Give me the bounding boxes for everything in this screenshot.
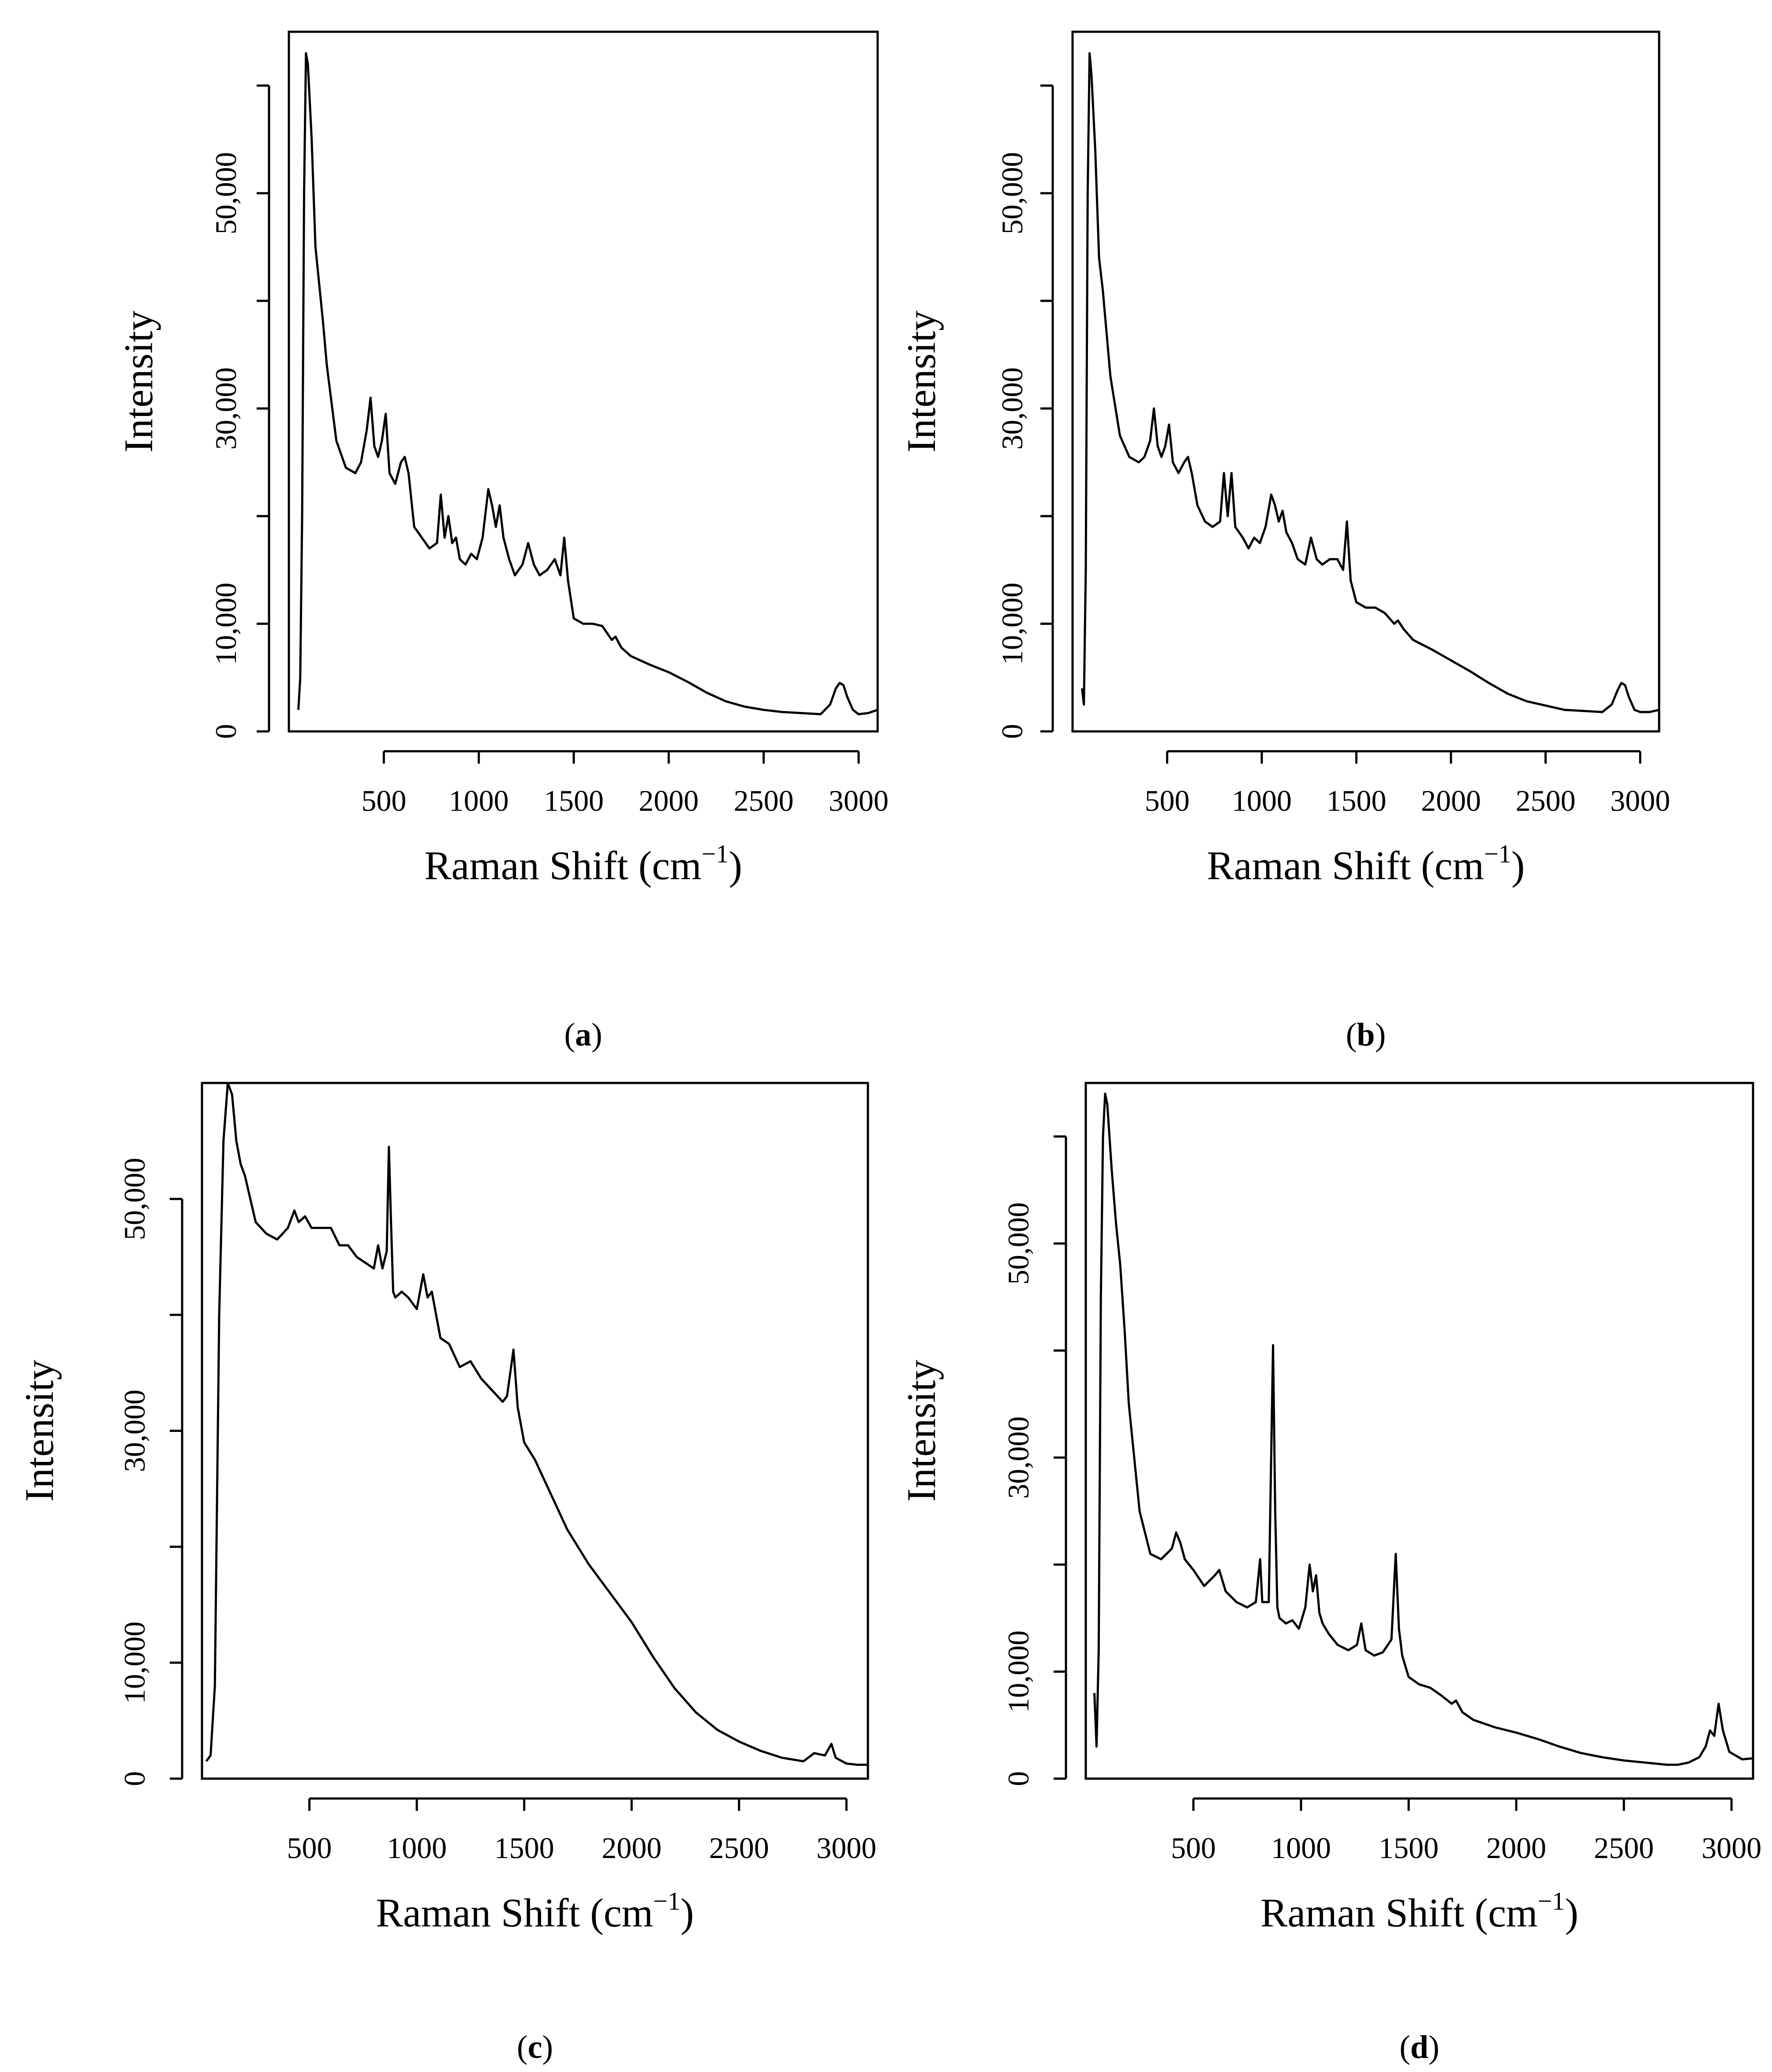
- y-axis-title: Intensity: [899, 1360, 944, 1502]
- y-tick-label: 0: [209, 724, 243, 739]
- y-tick-label: 10,000: [209, 583, 243, 665]
- x-tick-label: 1000: [449, 784, 509, 817]
- x-axis-title: Raman Shift (cm−1): [1260, 1887, 1578, 1935]
- y-tick-label: 50,000: [118, 1158, 151, 1240]
- panel-caption: (a): [564, 1017, 602, 1053]
- x-tick-label: 1500: [1327, 784, 1387, 817]
- x-tick-label: 1500: [494, 1831, 554, 1865]
- spectrum-line-b: [1081, 52, 1660, 713]
- y-tick-label: 30,000: [1002, 1416, 1035, 1499]
- plot-frame: [288, 30, 879, 733]
- x-tick-label: 2000: [639, 784, 699, 817]
- x-tick-label: 2500: [709, 1831, 769, 1865]
- spectrum-line-a: [297, 52, 878, 716]
- x-tick-label: 3000: [1610, 784, 1670, 817]
- x-axis-title: Raman Shift (cm−1): [1207, 839, 1525, 888]
- y-tick-label: 0: [118, 1771, 151, 1786]
- y-tick-label: 10,000: [1002, 1630, 1035, 1713]
- x-tick-label: 2000: [1486, 1831, 1546, 1865]
- panel-b: 500 1000 1500 2000 2500 3000 0 10,000 30,000 50,0…: [899, 30, 1670, 1053]
- panel-caption: (d): [1399, 2029, 1439, 2065]
- y-tick-label: 0: [995, 724, 1029, 739]
- y-tick-label: 0: [1002, 1771, 1035, 1786]
- x-tick-label: 1000: [387, 1831, 447, 1865]
- y-tick-label: 50,000: [209, 152, 243, 235]
- x-tick-label: 1000: [1232, 784, 1292, 817]
- x-tick-label: 500: [1145, 784, 1190, 817]
- x-tick-label: 1500: [1379, 1831, 1439, 1865]
- x-tick-label: 500: [1171, 1831, 1216, 1865]
- x-axis-title: Raman Shift (cm−1): [424, 839, 742, 888]
- x-tick-label: 2000: [1421, 784, 1481, 817]
- y-axis-title: Intensity: [899, 311, 944, 453]
- x-axis-title: Raman Shift (cm−1): [376, 1887, 694, 1935]
- panel-caption: (c): [517, 2029, 553, 2065]
- x-tick-label: 2500: [734, 784, 794, 817]
- x-tick-label: 500: [287, 1831, 332, 1865]
- spectrum-line-d: [1093, 1092, 1753, 1766]
- y-axis-title: Intensity: [116, 311, 161, 453]
- y-tick-label: 10,000: [995, 583, 1029, 665]
- x-tick-label: 500: [361, 784, 406, 817]
- x-tick-label: 2000: [602, 1831, 662, 1865]
- x-tick-label: 2500: [1594, 1831, 1654, 1865]
- y-tick-label: 50,000: [1002, 1202, 1035, 1285]
- x-tick-label: 1500: [544, 784, 604, 817]
- y-tick-label: 50,000: [995, 152, 1029, 235]
- panel-caption: (b): [1346, 1017, 1386, 1053]
- y-tick-label: 10,000: [118, 1622, 151, 1704]
- panel-d: 500 1000 1500 2000 2500 3000 0 10,000 30,000 50,0…: [899, 1082, 1761, 2065]
- y-tick-label: 30,000: [118, 1390, 151, 1472]
- plot-frame: [1084, 1082, 1754, 1780]
- x-tick-label: 3000: [1701, 1831, 1761, 1865]
- plot-frame: [1071, 30, 1660, 733]
- panel-a: 500 1000 1500 2000 2500 3000 0 10,000 30,000 50,0…: [116, 30, 889, 1053]
- y-tick-label: 30,000: [995, 367, 1029, 450]
- y-axis-title: Intensity: [17, 1360, 62, 1502]
- x-tick-label: 2500: [1516, 784, 1576, 817]
- panel-c: 500 1000 1500 2000 2500 3000 0 10,000 30,000 50,0…: [17, 1082, 876, 2065]
- x-tick-label: 1000: [1271, 1831, 1331, 1865]
- plot-frame: [201, 1082, 869, 1780]
- x-tick-label: 3000: [816, 1831, 876, 1865]
- y-tick-label: 30,000: [209, 367, 243, 450]
- x-tick-label: 3000: [829, 784, 889, 817]
- spectrum-line-c: [205, 1082, 868, 1766]
